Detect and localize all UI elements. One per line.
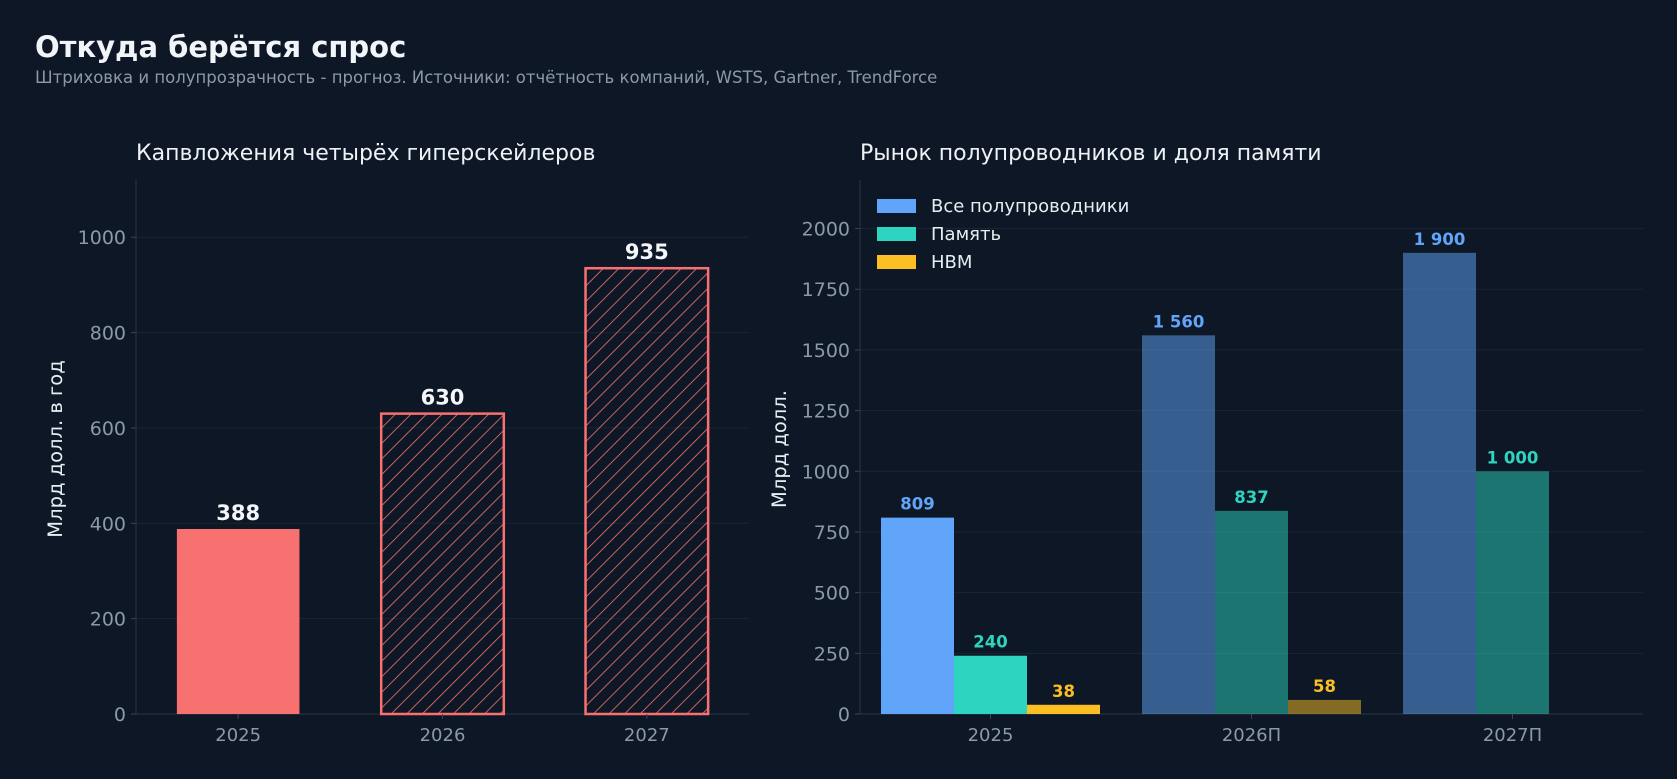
semis-xtick-label: 2025: [968, 725, 1014, 746]
semis-bar: [881, 517, 954, 714]
semis-xtick-label: 2026П: [1222, 725, 1281, 746]
semis-value-label: 1 560: [1153, 312, 1205, 331]
capex-ytick-label: 1000: [78, 227, 126, 249]
capex-xtick-label: 2025: [215, 725, 261, 746]
capex-bar: [584, 266, 710, 716]
semis-bar: [1288, 699, 1361, 714]
semis-ytick-label: 0: [838, 704, 850, 726]
semis-chart: Рынок полупроводников и доля памяти 0 250 5…: [768, 141, 1643, 746]
capex-chart: Капвложения четырёх гиперскейлеров 0 200 40…: [44, 141, 749, 746]
semis-ytick-label: 500: [814, 583, 850, 605]
semis-ytick-label: 250: [814, 643, 850, 665]
capex-y-axis-label: Млрд долл. в год: [44, 360, 67, 537]
semis-value-label: 58: [1313, 677, 1336, 696]
semis-bar: [954, 655, 1027, 714]
capex-ytick-label: 0: [114, 704, 126, 726]
capex-bar: [379, 412, 506, 716]
semis-value-label: 240: [973, 633, 1007, 652]
capex-xtick-label: 2026: [420, 725, 466, 746]
capex-ytick-label: 800: [90, 323, 126, 345]
semis-bar: [1027, 704, 1100, 714]
capex-bar: [176, 529, 300, 714]
capex-ytick-label: 400: [90, 513, 126, 535]
semis-ytick-label: 750: [814, 522, 850, 544]
legend-swatch: [877, 199, 916, 213]
semis-bar: [1142, 335, 1215, 714]
page-subtitle: Штриховка и полупрозрачность - прогноз. …: [35, 68, 938, 87]
legend-label: Все полупроводники: [931, 196, 1129, 217]
capex-value-label: 935: [625, 240, 669, 264]
semis-y-axis-label: Млрд долл.: [768, 390, 791, 508]
capex-value-label: 388: [216, 501, 260, 525]
semis-value-label: 809: [900, 495, 934, 514]
semis-chart-title: Рынок полупроводников и доля памяти: [860, 141, 1322, 166]
capex-xtick-label: 2027: [624, 725, 670, 746]
page-title: Откуда берётся спрос: [35, 30, 407, 64]
semis-value-label: 837: [1234, 488, 1268, 507]
semis-value-label: 1 900: [1414, 230, 1466, 249]
legend-label: HBM: [931, 252, 972, 273]
semis-ytick-label: 1000: [802, 461, 850, 483]
semis-xtick-label: 2027П: [1483, 725, 1542, 746]
capex-ytick-label: 600: [90, 418, 126, 440]
legend-label: Память: [931, 224, 1001, 245]
semis-bar: [1476, 471, 1549, 714]
semis-value-label: 1 000: [1487, 448, 1539, 467]
semis-ytick-label: 1500: [802, 340, 850, 362]
legend-swatch: [877, 227, 916, 241]
capex-ytick-label: 200: [90, 609, 126, 631]
semis-bar: [1215, 510, 1288, 714]
semis-ytick-label: 2000: [802, 219, 850, 241]
semis-value-label: 38: [1052, 682, 1075, 701]
legend-swatch: [877, 255, 916, 269]
semis-ytick-label: 1750: [802, 279, 850, 301]
capex-value-label: 630: [421, 386, 465, 410]
capex-chart-title: Капвложения четырёх гиперскейлеров: [136, 141, 595, 166]
semis-ytick-label: 1250: [802, 401, 850, 423]
semis-bar: [1403, 252, 1476, 714]
